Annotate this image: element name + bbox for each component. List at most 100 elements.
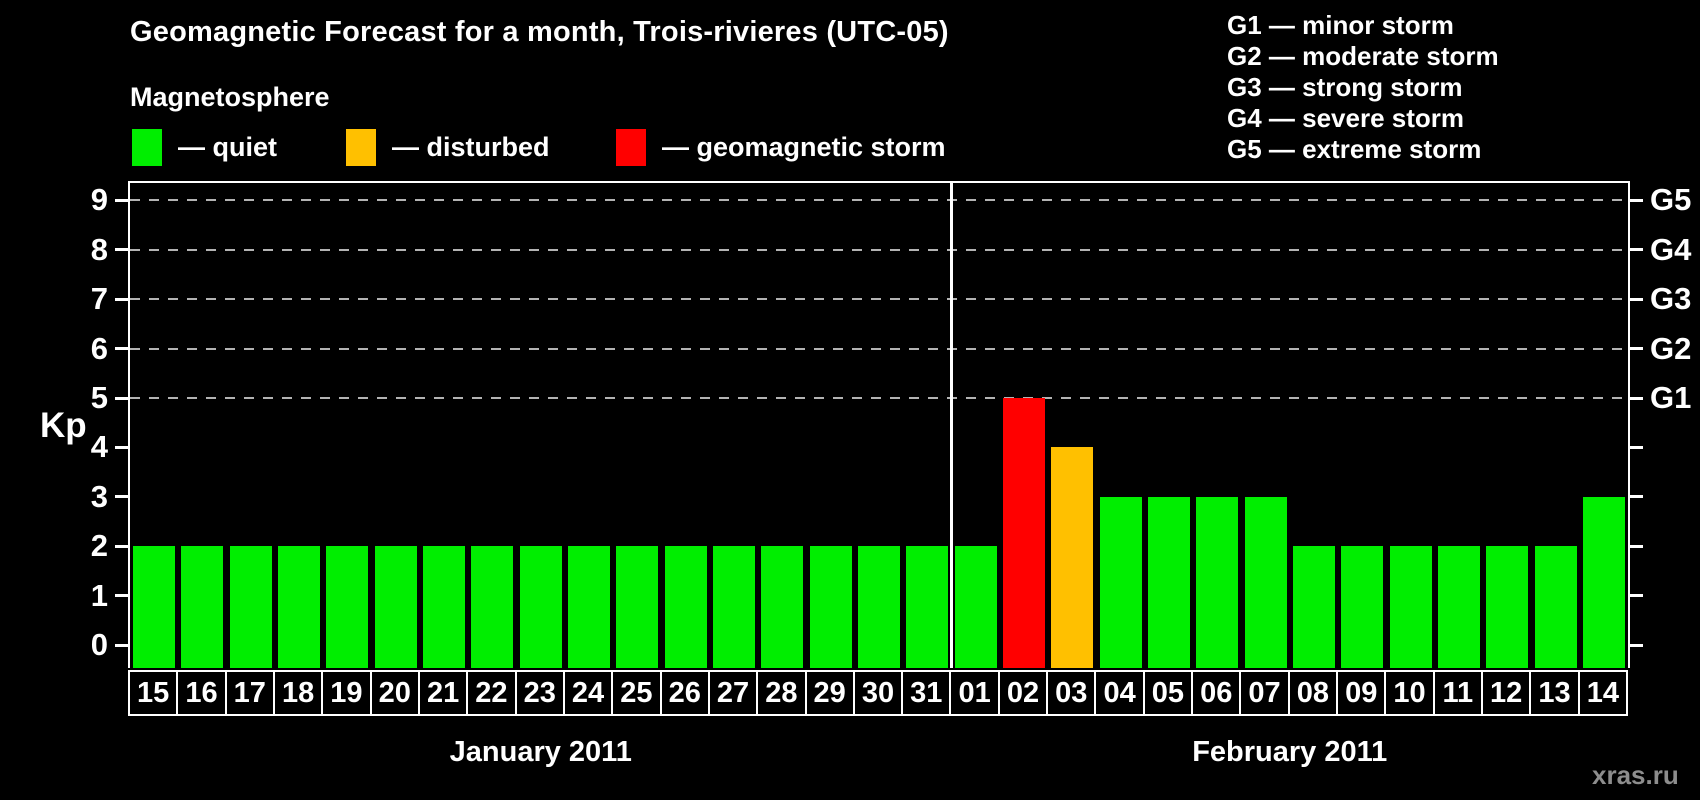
kp-bar-08	[1292, 546, 1335, 668]
day-label-cell: 24	[562, 670, 614, 716]
gridline-kp9	[130, 199, 1628, 202]
day-label-cell: 11	[1432, 670, 1484, 716]
y-tick-label: 2	[90, 528, 108, 564]
gridline-kp8	[130, 248, 1628, 251]
y-tick-right	[1630, 495, 1643, 499]
kp-bar-27	[713, 546, 756, 668]
legend-heading: Magnetosphere	[130, 82, 330, 112]
g-scale-line: G2 — moderate storm	[1227, 41, 1499, 71]
day-label-cell: 01	[949, 670, 1000, 716]
quiet-color-swatch-icon	[132, 128, 162, 166]
month-label-february: February 2011	[1192, 736, 1388, 768]
day-label-cell: 08	[1287, 670, 1339, 716]
day-label-cell: 18	[272, 670, 324, 716]
g-scale-legend: G1 — minor storm G2 — moderate storm G3 — …	[1227, 10, 1499, 165]
kp-bar-31	[906, 546, 949, 668]
day-label-cell: 16	[176, 670, 227, 716]
y-tick-right	[1630, 643, 1643, 647]
kp-bar-30	[858, 546, 900, 668]
day-label-cell: 07	[1239, 670, 1290, 716]
kp-bar-25	[616, 546, 659, 668]
day-label-cell: 02	[997, 670, 1049, 716]
day-label-cell: 15	[128, 670, 179, 716]
legend-item-storm: — geomagnetic storm	[616, 127, 946, 167]
y-axis-title: Kp	[40, 406, 87, 445]
kp-bar-03	[1051, 447, 1094, 668]
kp-bar-02	[1002, 398, 1045, 668]
chart-title: Geomagnetic Forecast for a month, Trois-…	[130, 16, 949, 48]
day-label-cell: 14	[1577, 670, 1628, 716]
y-tick-label: 5	[90, 380, 108, 415]
day-label-cell: 30	[852, 670, 904, 716]
kp-bar-06	[1196, 496, 1239, 668]
g-scale-line: G3 — strong storm	[1227, 72, 1463, 102]
kp-bar-20	[374, 546, 417, 668]
kp-bar-23	[519, 546, 562, 668]
legend-item-quiet: — quiet	[132, 127, 277, 167]
day-label-cell: 19	[321, 670, 372, 716]
gridline-kp7	[130, 298, 1628, 301]
y-tick-right	[1630, 297, 1643, 301]
g-scale-line: G4 — severe storm	[1227, 103, 1465, 133]
month-separator-line	[949, 183, 953, 668]
watermark: xras.ru	[1592, 760, 1679, 790]
g-level-label-G5: G5	[1650, 182, 1692, 218]
kp-bar-19	[326, 546, 369, 668]
day-label-cell: 12	[1481, 670, 1532, 716]
y-tick-left	[115, 198, 128, 202]
y-tick-right	[1630, 248, 1643, 252]
legend-item-label: — geomagnetic storm	[662, 131, 946, 162]
y-tick-left	[115, 297, 128, 301]
day-label-row: 15 16 17 18 19 20 21 22 23 24 25 26 27 28 29 30 31 01 02 03…	[128, 670, 1632, 716]
gridline-kp6	[130, 347, 1628, 350]
kp-bar-10	[1389, 546, 1432, 668]
g-level-label-G2: G2	[1650, 330, 1692, 366]
day-label-cell: 20	[369, 670, 420, 716]
kp-bar-28	[761, 546, 804, 668]
y-tick-label: 1	[90, 577, 108, 613]
gridline-kp5	[130, 397, 1628, 399]
y-tick-label: 0	[90, 627, 108, 662]
day-label-cell: 03	[1046, 670, 1097, 716]
kp-bar-04	[1099, 496, 1142, 668]
day-label-cell: 23	[514, 670, 565, 716]
kp-bar-21	[423, 546, 466, 668]
y-tick-right	[1630, 544, 1643, 548]
y-tick-right	[1630, 445, 1643, 449]
y-tick-left	[115, 396, 128, 400]
y-tick-label: 3	[90, 478, 108, 514]
day-label-cell: 26	[659, 670, 710, 716]
day-label-cell: 21	[417, 670, 469, 716]
y-tick-left	[115, 445, 128, 449]
kp-bar-15	[133, 546, 176, 668]
y-tick-label: 9	[90, 182, 108, 218]
y-tick-label: 4	[90, 429, 108, 465]
kp-bar-29	[809, 546, 852, 668]
legend-item-disturbed: — disturbed	[346, 127, 550, 167]
y-tick-right	[1630, 347, 1643, 351]
plot-area	[128, 181, 1630, 668]
kp-bar-13	[1534, 546, 1577, 668]
y-tick-label: 6	[90, 330, 108, 366]
y-tick-left	[115, 544, 128, 548]
day-label-cell: 17	[224, 670, 275, 716]
kp-bar-07	[1244, 496, 1287, 668]
y-tick-left	[115, 248, 128, 252]
y-tick-right	[1630, 198, 1643, 202]
y-tick-left	[115, 643, 128, 647]
legend-item-label: — quiet	[178, 131, 277, 162]
y-tick-left	[115, 347, 128, 351]
day-label-cell: 31	[901, 670, 952, 716]
disturbed-color-swatch-icon	[346, 128, 376, 166]
y-tick-left	[115, 594, 128, 598]
day-label-cell: 13	[1529, 670, 1580, 716]
day-label-cell: 06	[1191, 670, 1242, 716]
day-label-cell: 04	[1094, 670, 1145, 716]
y-tick-label: 8	[90, 231, 108, 267]
kp-bar-22	[471, 546, 514, 668]
g-level-label-G4: G4	[1650, 231, 1692, 267]
y-tick-right	[1630, 396, 1643, 400]
kp-bar-17	[229, 546, 272, 668]
day-label-cell: 10	[1384, 670, 1435, 716]
